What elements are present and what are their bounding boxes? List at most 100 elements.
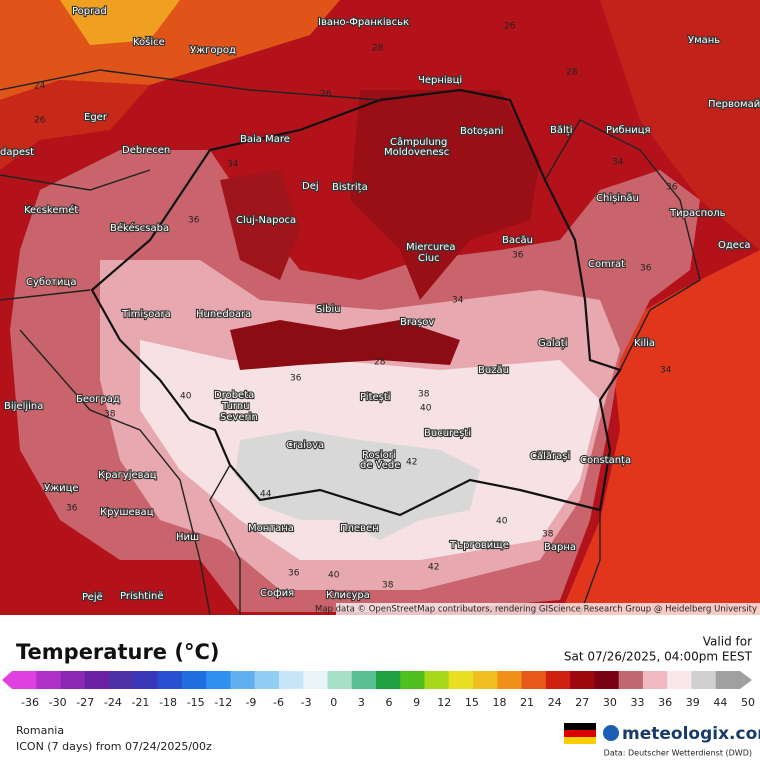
- city-label: Варна: [544, 542, 576, 553]
- model: ICON (7 days) from 07/24/2025/00z: [16, 740, 212, 753]
- colorbar-tick-label: 50: [741, 696, 755, 709]
- colorbar-swatch: [570, 671, 595, 689]
- colorbar-swatch: [230, 671, 256, 689]
- colorbar-arrow: [2, 671, 12, 689]
- city-label: Sibiu: [316, 304, 341, 315]
- colorbar-tick-label: 18: [492, 696, 506, 709]
- colorbar-swatch: [618, 671, 644, 689]
- attribution-box: [336, 603, 760, 615]
- colorbar-swatch: [691, 671, 717, 689]
- contour-label: 40: [496, 517, 508, 527]
- city-label: Крушевац: [100, 507, 154, 518]
- colorbar-swatch: [497, 671, 523, 689]
- city-label: Bălți: [550, 125, 572, 136]
- colorbar-tick-label: -18: [159, 696, 177, 709]
- colorbar-tick-label: 0: [330, 696, 337, 709]
- city-label: Debrecen: [122, 145, 170, 156]
- legend-title: Temperature (°C): [16, 640, 219, 664]
- contour-label: 26: [320, 90, 332, 100]
- valid-time: Sat 07/26/2025, 04:00pm EEST: [564, 650, 753, 664]
- colorbar-swatch: [376, 671, 401, 689]
- colorbar-swatch: [400, 671, 426, 689]
- city-label: Pitești: [360, 392, 391, 403]
- contour-label: 40: [420, 404, 432, 414]
- warm-zone: [600, 0, 760, 250]
- contour-label: 28: [372, 44, 384, 54]
- colorbar-swatch: [60, 671, 86, 689]
- contour-label: 42: [406, 458, 417, 468]
- legend: Temperature (°C) Valid for Sat 07/26/202…: [2, 635, 760, 758]
- warm-zone: [60, 0, 180, 45]
- colorbar-swatch: [473, 671, 498, 689]
- colorbar-swatch: [667, 671, 692, 689]
- flag: [564, 723, 596, 730]
- city-label: София: [260, 588, 294, 599]
- city-label: Cluj-Napoca: [236, 215, 296, 226]
- colorbar-swatch: [351, 671, 377, 689]
- valid-label: Valid for: [703, 635, 752, 649]
- city-label: Buzău: [478, 365, 509, 376]
- colorbar-tick-label: 27: [575, 696, 589, 709]
- colorbar-tick-label: -27: [76, 696, 94, 709]
- colorbar-tick-label: -30: [49, 696, 67, 709]
- contour-label: 28: [566, 68, 578, 78]
- flag: [564, 737, 596, 744]
- city-label: Chișinău: [596, 193, 639, 204]
- colorbar-tick-label: 39: [686, 696, 700, 709]
- contour-label: 34: [660, 366, 672, 376]
- contour-label: 44: [260, 490, 272, 500]
- contour-label: 38: [104, 410, 116, 420]
- contour-label: 38: [542, 530, 554, 540]
- city-label: Călărași: [530, 451, 570, 462]
- city-label: Turnu: [221, 401, 250, 412]
- brand-icon: [603, 725, 619, 741]
- city-label: Dej: [302, 181, 319, 192]
- colorbar-tick-label: 30: [603, 696, 617, 709]
- contour-label: 42: [428, 563, 439, 573]
- colorbar-tick-label: 9: [413, 696, 420, 709]
- city-label: Рибниця: [606, 125, 651, 136]
- city-label: Ciuc: [418, 253, 440, 264]
- contour-label: 36: [290, 374, 302, 384]
- city-label: Hunedoara: [196, 309, 251, 320]
- colorbar-tick-label: 6: [386, 696, 393, 709]
- city-label: București: [424, 428, 471, 439]
- colorbar-swatch: [36, 671, 62, 689]
- city-label: Одеса: [718, 240, 751, 251]
- colorbar-swatch: [254, 671, 280, 689]
- city-label: Ниш: [176, 532, 199, 543]
- colorbar-tick-label: -24: [104, 696, 122, 709]
- contour-label: 26: [34, 116, 46, 126]
- city-label: Miercurea: [406, 242, 455, 253]
- city-label: Чернівці: [418, 74, 462, 86]
- map: Map data © OpenStreetMap contributors, r…: [0, 0, 760, 615]
- colorbar-tick-label: 21: [520, 696, 534, 709]
- city-label: Poprad: [72, 6, 107, 17]
- contour-label: 40: [180, 392, 192, 402]
- colorbar-swatch: [84, 671, 110, 689]
- city-label: Ужице: [44, 483, 79, 494]
- colorbar-swatch: [133, 671, 159, 689]
- city-label: de Vede: [360, 460, 400, 471]
- city-label: Békéscsaba: [110, 222, 169, 234]
- city-label: Košice: [133, 36, 165, 48]
- city-label: Умань: [688, 35, 720, 46]
- colorbar-swatch: [12, 671, 37, 689]
- colorbar-swatch: [157, 671, 183, 689]
- colorbar-tick-label: -9: [245, 696, 256, 709]
- city-label: Первомайськ: [708, 99, 760, 110]
- city-label: Severin: [220, 412, 258, 423]
- city-label: Comrat: [588, 259, 625, 270]
- source: Data: Deutscher Wetterdienst (DWD): [604, 749, 752, 758]
- colorbar-tick-label: -6: [273, 696, 284, 709]
- colorbar-swatch: [715, 671, 741, 689]
- contour-label: 36: [288, 569, 300, 579]
- city-label: Плевен: [340, 523, 379, 534]
- colorbar-tick-label: -3: [301, 696, 312, 709]
- contour-label: 34: [452, 296, 464, 306]
- colorbar-tick-label: -12: [214, 696, 232, 709]
- colorbar-swatch: [206, 671, 231, 689]
- colorbar-swatch: [424, 671, 450, 689]
- colorbar-tick-label: 36: [658, 696, 672, 709]
